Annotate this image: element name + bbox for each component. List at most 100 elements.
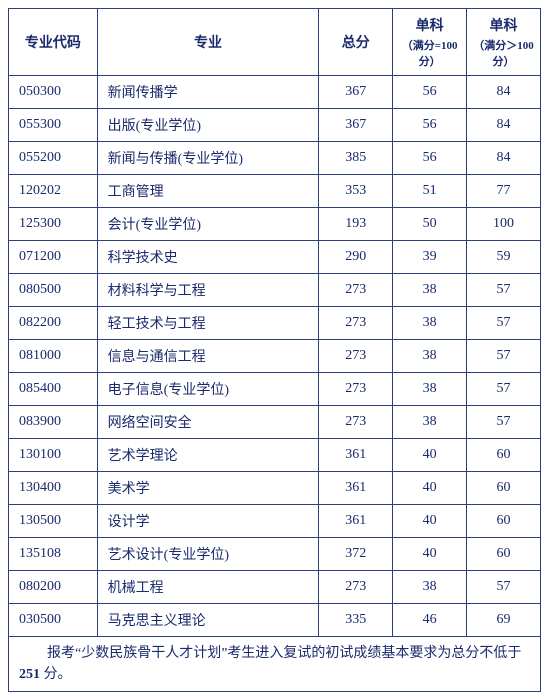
cell-total: 273: [319, 373, 393, 406]
cell-total: 361: [319, 439, 393, 472]
header-sub1-label: 单科: [416, 19, 444, 34]
cell-major: 设计学: [97, 505, 319, 538]
cell-sub1: 56: [393, 142, 467, 175]
footnote-cell: 报考“少数民族骨干人才计划”考生进入复试的初试成绩基本要求为总分不低于 251 …: [9, 637, 541, 692]
table-row: 083900网络空间安全2733857: [9, 406, 541, 439]
table-row: 082200轻工技术与工程2733857: [9, 307, 541, 340]
footnote-pre: 报考“少数民族骨干人才计划”考生进入复试的初试成绩基本要求为总分不低于: [19, 646, 521, 661]
cell-major: 科学技术史: [97, 241, 319, 274]
cell-sub2: 69: [467, 604, 541, 637]
table-row: 130100艺术学理论3614060: [9, 439, 541, 472]
cell-total: 273: [319, 406, 393, 439]
cell-major: 材料科学与工程: [97, 274, 319, 307]
cell-major: 新闻与传播(专业学位): [97, 142, 319, 175]
table-row: 050300新闻传播学3675684: [9, 76, 541, 109]
cell-sub1: 46: [393, 604, 467, 637]
cell-total: 353: [319, 175, 393, 208]
cell-total: 372: [319, 538, 393, 571]
cell-major: 电子信息(专业学位): [97, 373, 319, 406]
cell-sub1: 40: [393, 472, 467, 505]
cell-sub2: 57: [467, 406, 541, 439]
cell-sub1: 56: [393, 76, 467, 109]
cell-code: 080200: [9, 571, 98, 604]
cell-total: 367: [319, 109, 393, 142]
cell-sub1: 38: [393, 571, 467, 604]
cell-sub1: 40: [393, 439, 467, 472]
table-row: 081000信息与通信工程2733857: [9, 340, 541, 373]
table-row: 130400美术学3614060: [9, 472, 541, 505]
cell-code: 080500: [9, 274, 98, 307]
cell-sub2: 77: [467, 175, 541, 208]
cell-total: 290: [319, 241, 393, 274]
cell-total: 361: [319, 472, 393, 505]
cell-major: 出版(专业学位): [97, 109, 319, 142]
cell-major: 美术学: [97, 472, 319, 505]
header-row: 专业代码 专业 总分 单科 （满分=100 分） 单科 （满分＞100 分）: [9, 9, 541, 76]
cell-code: 055300: [9, 109, 98, 142]
cell-code: 082200: [9, 307, 98, 340]
cell-code: 081000: [9, 340, 98, 373]
cell-code: 135108: [9, 538, 98, 571]
footnote-num: 251: [19, 667, 40, 682]
cell-sub2: 100: [467, 208, 541, 241]
cell-total: 273: [319, 340, 393, 373]
cell-total: 335: [319, 604, 393, 637]
table-header: 专业代码 专业 总分 单科 （满分=100 分） 单科 （满分＞100 分）: [9, 9, 541, 76]
header-sub2: 单科 （满分＞100 分）: [467, 9, 541, 76]
cell-major: 艺术学理论: [97, 439, 319, 472]
cell-sub2: 59: [467, 241, 541, 274]
score-table: 专业代码 专业 总分 单科 （满分=100 分） 单科 （满分＞100 分） 0…: [8, 8, 541, 692]
table-row: 055300出版(专业学位)3675684: [9, 109, 541, 142]
cell-sub1: 38: [393, 373, 467, 406]
header-major: 专业: [97, 9, 319, 76]
cell-major: 机械工程: [97, 571, 319, 604]
cell-code: 120202: [9, 175, 98, 208]
cell-sub2: 84: [467, 109, 541, 142]
cell-total: 385: [319, 142, 393, 175]
cell-sub2: 57: [467, 307, 541, 340]
header-sub2-label: 单科: [490, 19, 518, 34]
cell-sub1: 40: [393, 538, 467, 571]
cell-sub2: 60: [467, 439, 541, 472]
cell-code: 130100: [9, 439, 98, 472]
table-row: 030500马克思主义理论3354669: [9, 604, 541, 637]
cell-sub2: 60: [467, 505, 541, 538]
cell-sub2: 57: [467, 340, 541, 373]
cell-code: 071200: [9, 241, 98, 274]
cell-sub1: 56: [393, 109, 467, 142]
cell-total: 193: [319, 208, 393, 241]
table-row: 080500材料科学与工程2733857: [9, 274, 541, 307]
table-footer: 报考“少数民族骨干人才计划”考生进入复试的初试成绩基本要求为总分不低于 251 …: [9, 637, 541, 692]
cell-sub2: 57: [467, 373, 541, 406]
table-row: 085400电子信息(专业学位)2733857: [9, 373, 541, 406]
header-total: 总分: [319, 9, 393, 76]
cell-sub1: 38: [393, 307, 467, 340]
cell-sub1: 38: [393, 340, 467, 373]
cell-code: 083900: [9, 406, 98, 439]
footnote-post: 分。: [40, 667, 72, 682]
cell-major: 工商管理: [97, 175, 319, 208]
cell-major: 轻工技术与工程: [97, 307, 319, 340]
cell-total: 367: [319, 76, 393, 109]
cell-sub1: 40: [393, 505, 467, 538]
cell-sub2: 84: [467, 142, 541, 175]
cell-code: 050300: [9, 76, 98, 109]
table-row: 071200科学技术史2903959: [9, 241, 541, 274]
cell-code: 130500: [9, 505, 98, 538]
cell-major: 艺术设计(专业学位): [97, 538, 319, 571]
cell-major: 会计(专业学位): [97, 208, 319, 241]
score-table-container: 专业代码 专业 总分 单科 （满分=100 分） 单科 （满分＞100 分） 0…: [8, 8, 541, 692]
cell-sub2: 60: [467, 538, 541, 571]
table-row: 080200机械工程2733857: [9, 571, 541, 604]
table-row: 130500设计学3614060: [9, 505, 541, 538]
cell-sub1: 38: [393, 274, 467, 307]
table-row: 055200新闻与传播(专业学位)3855684: [9, 142, 541, 175]
cell-sub1: 50: [393, 208, 467, 241]
header-sub1: 单科 （满分=100 分）: [393, 9, 467, 76]
table-row: 120202工商管理3535177: [9, 175, 541, 208]
cell-major: 新闻传播学: [97, 76, 319, 109]
cell-code: 085400: [9, 373, 98, 406]
table-row: 135108艺术设计(专业学位)3724060: [9, 538, 541, 571]
cell-total: 273: [319, 571, 393, 604]
cell-total: 273: [319, 307, 393, 340]
